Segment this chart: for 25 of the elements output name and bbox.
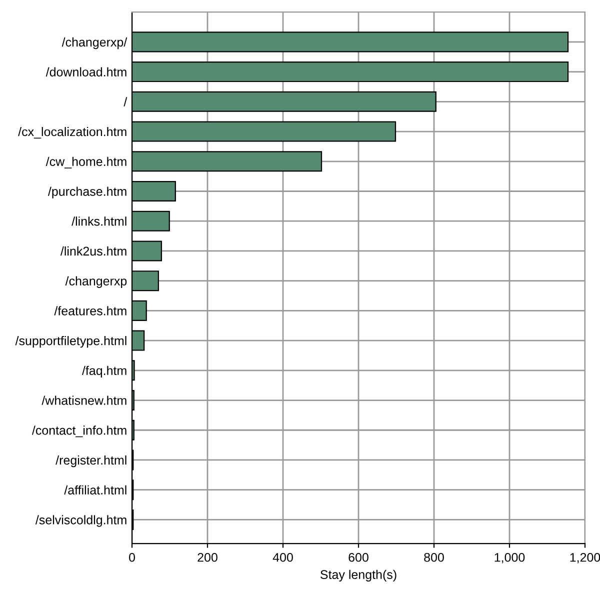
x-tick-label: 1,200 [570, 552, 600, 564]
y-tick-label: /link2us.htm [60, 246, 126, 256]
y-tick-label: /supportfiletype.html [15, 336, 126, 348]
y-tick-label: /changerxp/ [62, 37, 128, 50]
x-axis-title: Stay length(s) [320, 570, 396, 582]
x-tick-label: 600 [348, 552, 368, 562]
y-tick-label: / [124, 97, 128, 106]
y-tick-label: /download.htm [46, 67, 126, 76]
y-tick-label: /whatisnew.htm [42, 396, 126, 405]
y-tick-label: /faq.htm [82, 366, 126, 378]
y-tick-label: /links.html [72, 216, 126, 226]
y-tick-label: /cw_home.htm [46, 156, 126, 168]
y-tick-label: /register.html [56, 455, 126, 468]
y-tick-label: /cx_localization.htm [18, 126, 126, 139]
y-tick-label: /purchase.htm [48, 186, 126, 198]
y-tick-label: /changerxp [65, 276, 127, 288]
x-tick-label: 0 [129, 552, 135, 562]
y-tick-label: /features.htm [54, 306, 126, 316]
y-tick-label: /contact_info.htm [32, 426, 126, 438]
y-tick-label: /affiliat.html [64, 485, 126, 495]
x-tick-label: 400 [272, 552, 293, 562]
y-tick-label: /selviscoldlg.htm [35, 515, 126, 527]
x-tick-label: 200 [198, 552, 218, 562]
x-tick-label: 1,000 [494, 552, 525, 564]
x-tick-label: 800 [424, 552, 444, 562]
